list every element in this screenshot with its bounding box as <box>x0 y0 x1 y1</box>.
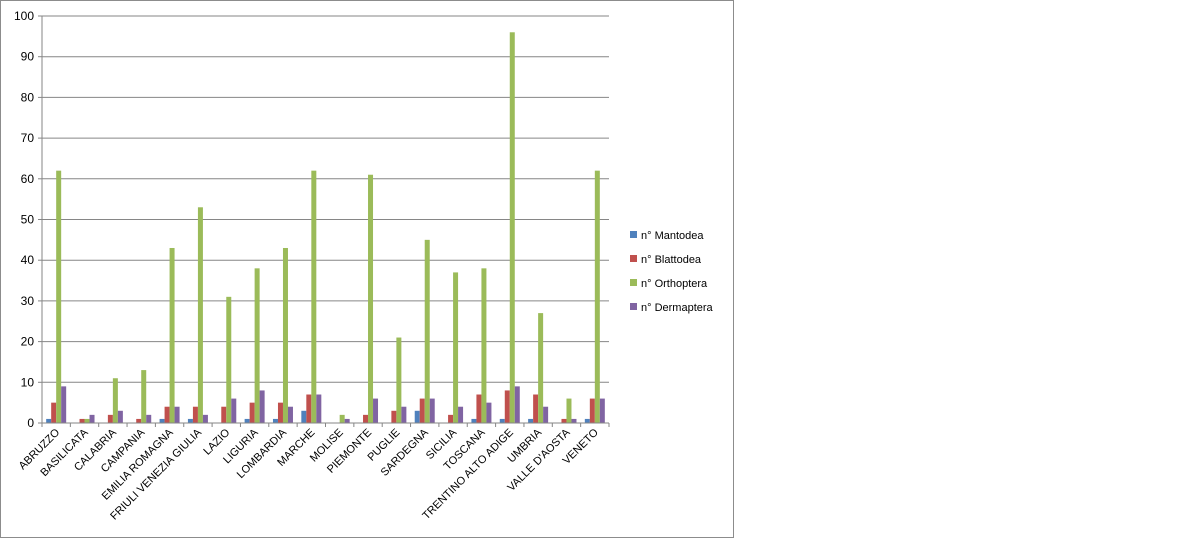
bar <box>538 313 544 423</box>
legend-label: n° Blattodea <box>641 254 702 266</box>
legend-label: n° Mantodea <box>641 230 704 242</box>
bar <box>282 247 288 423</box>
bar <box>504 390 510 423</box>
bar <box>249 402 255 423</box>
bar <box>448 414 454 423</box>
bar <box>56 170 62 423</box>
bar <box>112 378 118 423</box>
bar <box>146 414 152 423</box>
bar <box>107 414 113 423</box>
legend-swatch <box>630 231 637 238</box>
bar <box>202 414 208 423</box>
bar-chart: 0 10 20 30 40 50 60 70 80 90 100 ABRUZZOBASILICATA… <box>14 9 714 522</box>
bar <box>244 418 250 423</box>
bar <box>159 418 165 423</box>
bar <box>51 402 57 423</box>
bar <box>363 414 369 423</box>
bar <box>486 402 492 423</box>
bar <box>391 410 397 423</box>
y-tick-label: 30 <box>21 294 35 308</box>
y-tick-label: 80 <box>21 90 35 104</box>
bar <box>89 414 95 423</box>
bar <box>187 418 193 423</box>
bar <box>254 268 260 423</box>
bar <box>231 398 237 423</box>
bar <box>272 418 278 423</box>
y-tick-label: 40 <box>21 253 35 267</box>
bar <box>514 386 520 423</box>
bar <box>453 272 459 423</box>
bar <box>339 414 345 423</box>
bar <box>306 394 312 423</box>
bar <box>476 394 482 423</box>
bar <box>571 418 577 423</box>
x-axis: ABRUZZOBASILICATACALABRIACAMPANIAEMILIA … <box>17 422 610 522</box>
bar <box>84 418 90 423</box>
bars <box>46 32 605 423</box>
bar <box>429 398 435 423</box>
bar <box>509 32 515 423</box>
bar <box>543 406 549 423</box>
legend-label: n° Dermaptera <box>641 302 714 314</box>
bar <box>226 296 232 423</box>
bar <box>533 394 539 423</box>
bar <box>368 174 374 423</box>
bar <box>561 418 567 423</box>
bar <box>584 418 590 423</box>
bar <box>419 398 425 423</box>
bar <box>259 390 265 423</box>
bar <box>566 398 572 423</box>
bar <box>174 406 180 423</box>
bar <box>136 418 142 423</box>
bar <box>316 394 322 423</box>
bar <box>589 398 595 423</box>
legend-label: n° Orthoptera <box>641 278 708 290</box>
legend-swatch <box>630 303 637 310</box>
bar <box>396 337 402 423</box>
y-tick-label: 90 <box>21 50 35 64</box>
bar <box>414 410 420 423</box>
bar <box>594 170 600 423</box>
bar <box>277 402 283 423</box>
bar <box>79 418 85 423</box>
bar <box>401 406 407 423</box>
chart-frame: 0 10 20 30 40 50 60 70 80 90 100 ABRUZZO BASILICATA… <box>0 0 734 538</box>
bar <box>301 410 307 423</box>
bar <box>117 410 123 423</box>
bar <box>311 170 317 423</box>
bar <box>499 418 505 423</box>
gridlines <box>42 15 609 424</box>
bar <box>192 406 198 423</box>
bar <box>471 418 477 423</box>
bar <box>481 268 487 423</box>
bar <box>46 418 52 423</box>
y-tick-label: 70 <box>21 131 35 145</box>
bar <box>61 386 67 423</box>
bar <box>344 418 350 423</box>
y-axis: 0 10 20 30 40 50 60 70 80 90 100 <box>14 9 43 430</box>
legend-swatch <box>630 279 637 286</box>
y-tick-label: 100 <box>14 9 34 23</box>
bar <box>169 247 175 423</box>
bar <box>373 398 379 423</box>
y-tick-label: 50 <box>21 213 35 227</box>
y-tick-label: 60 <box>21 172 35 186</box>
bar <box>197 207 203 423</box>
y-tick-label: 10 <box>21 375 35 389</box>
bar <box>141 370 147 423</box>
bar <box>287 406 293 423</box>
legend: n° Mantodea n° Blattodea n° Orthoptera n° D… <box>630 230 714 314</box>
bar <box>221 406 227 423</box>
y-tick-label: 0 <box>27 416 34 430</box>
bar <box>164 406 170 423</box>
bar <box>424 239 430 423</box>
bar <box>599 398 605 423</box>
y-tick-label: 20 <box>21 335 35 349</box>
bar <box>458 406 464 423</box>
bar <box>528 418 534 423</box>
legend-swatch <box>630 255 637 262</box>
